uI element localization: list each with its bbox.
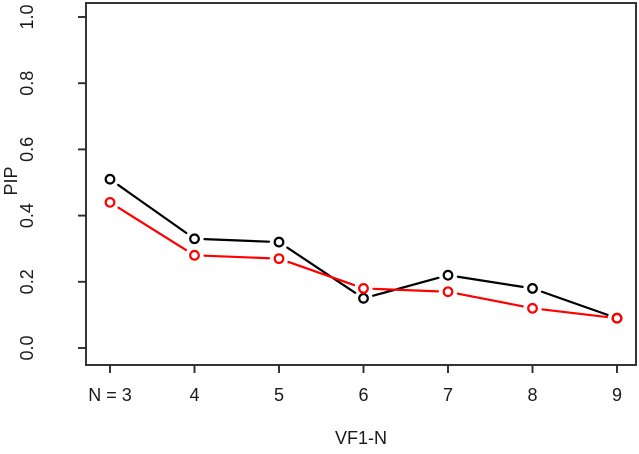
y-tick-label: 0.8 <box>17 71 37 96</box>
black-series-point <box>358 292 369 304</box>
y-tick-label: 0.4 <box>17 203 37 228</box>
x-tick-label: 4 <box>189 385 199 405</box>
red-series-segment <box>541 308 609 319</box>
y-tick-label: 0.0 <box>17 335 37 360</box>
plot-box <box>85 2 637 366</box>
red-series-segment <box>372 287 440 293</box>
x-tick-label: 8 <box>527 385 537 405</box>
x-tick-label: 6 <box>358 385 368 405</box>
y-tick-label: 0.2 <box>17 269 37 294</box>
red-series-segment <box>287 260 356 287</box>
black-series-segment <box>540 290 609 316</box>
red-series-point <box>358 283 369 294</box>
red-series-point <box>273 253 285 265</box>
black-series-point <box>527 283 538 294</box>
red-series-segment <box>203 254 271 260</box>
black-series-segment <box>456 275 524 288</box>
black-series-segment <box>117 183 188 235</box>
x-tick-label: N = 3 <box>88 385 132 405</box>
x-tick-label: 7 <box>443 385 453 405</box>
x-tick-label: 9 <box>612 385 622 405</box>
y-tick-label: 0.6 <box>17 137 37 162</box>
black-series-point <box>273 236 285 248</box>
black-series-segment <box>286 246 357 294</box>
x-tick-label: 5 <box>274 385 284 405</box>
red-series-segment <box>456 292 524 308</box>
black-series-point <box>189 233 200 245</box>
black-series-point <box>442 269 454 281</box>
x-axis-title: VF1-N <box>335 428 387 448</box>
red-series-point <box>611 312 623 324</box>
y-tick-label: 1.0 <box>17 4 37 29</box>
black-series-point <box>104 173 116 185</box>
red-series-point <box>189 249 200 261</box>
red-series-point <box>442 286 454 298</box>
black-series-segment <box>203 238 271 243</box>
black-series-segment <box>372 276 440 297</box>
red-series-point <box>527 302 538 314</box>
red-series-point <box>104 196 116 208</box>
red-series-segment <box>117 206 188 252</box>
y-axis-title: PIP <box>1 166 21 195</box>
